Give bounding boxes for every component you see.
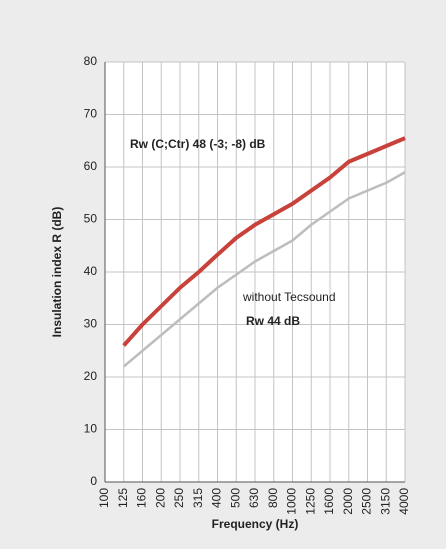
y-axis-label: Insulation index R (dB) xyxy=(50,207,64,338)
x-tick-label: 1250 xyxy=(303,488,317,515)
annotation: Rw (C;Ctr) 48 (-3; -8) dB xyxy=(130,137,266,151)
x-tick-label: 160 xyxy=(135,488,149,508)
annotation: Rw 44 dB xyxy=(246,314,300,328)
annotation: without Tecsound xyxy=(242,290,336,304)
y-tick-label: 30 xyxy=(84,317,98,331)
x-tick-label: 400 xyxy=(210,488,224,508)
x-axis-label: Frequency (Hz) xyxy=(212,517,299,531)
x-tick-label: 500 xyxy=(228,488,242,508)
x-tick-label: 1600 xyxy=(322,488,336,515)
x-tick-label: 4000 xyxy=(397,488,411,515)
x-tick-label: 200 xyxy=(153,488,167,508)
x-tick-label: 1000 xyxy=(285,488,299,515)
y-tick-label: 10 xyxy=(84,422,98,436)
y-tick-label: 80 xyxy=(84,54,98,68)
y-tick-label: 40 xyxy=(84,264,98,278)
x-tick-label: 315 xyxy=(191,488,205,508)
x-tick-label: 100 xyxy=(97,488,111,508)
x-tick-label: 125 xyxy=(116,488,130,508)
y-tick-label: 0 xyxy=(90,474,97,488)
x-tick-label: 630 xyxy=(247,488,261,508)
y-tick-label: 20 xyxy=(84,369,98,383)
y-tick-label: 70 xyxy=(84,107,98,121)
y-tick-label: 60 xyxy=(84,159,98,173)
x-tick-label: 3150 xyxy=(378,488,392,515)
x-tick-label: 2500 xyxy=(360,488,374,515)
line-series xyxy=(122,136,406,347)
x-tick-label: 800 xyxy=(266,488,280,508)
x-tick-label: 2000 xyxy=(341,488,355,515)
y-tick-label: 50 xyxy=(84,212,98,226)
x-tick-label: 250 xyxy=(172,488,186,508)
line-series xyxy=(122,171,406,368)
